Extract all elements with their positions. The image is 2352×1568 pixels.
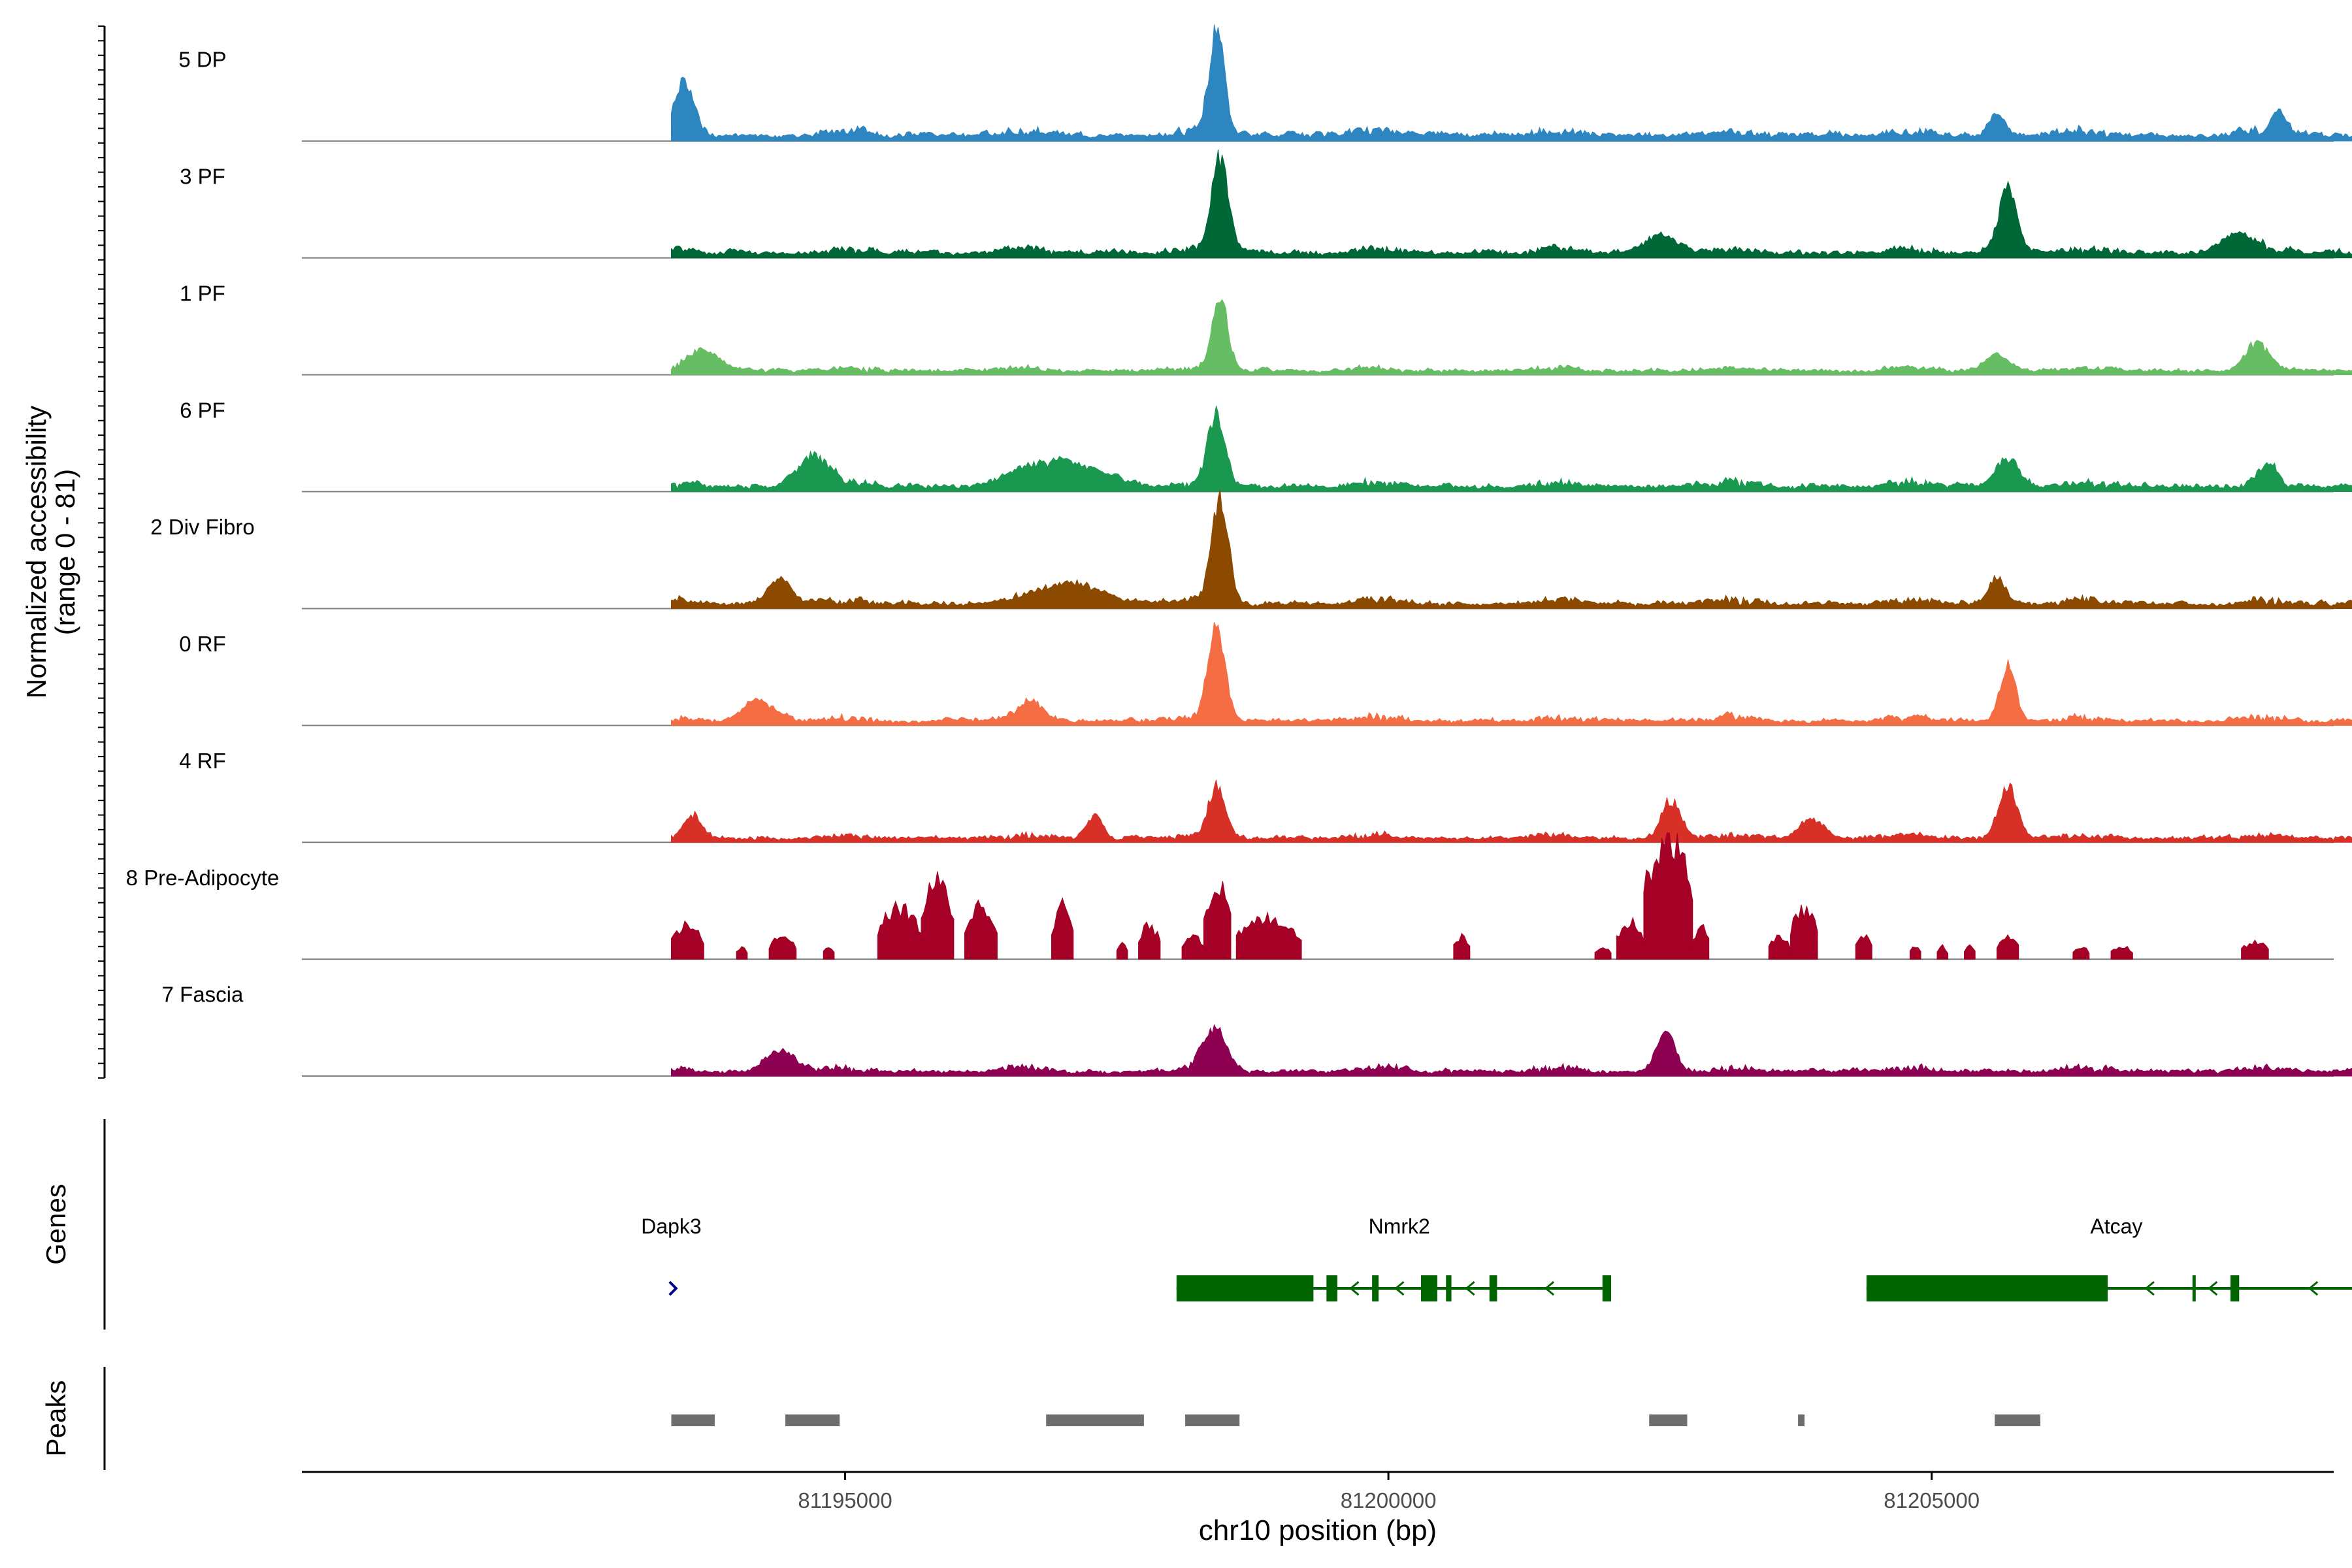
y-axis-title: Normalized accessibility(range 0 - 81): [21, 406, 80, 698]
gene-annotation-track: Genes Dapk3 Nmrk2 Atcay: [41, 1119, 2352, 1330]
track-label-5: 0 RF: [179, 632, 226, 656]
gene-exon: [2192, 1275, 2196, 1301]
x-axis-tick-label-0: 81195000: [798, 1488, 892, 1512]
track-label-0: 5 DP: [178, 48, 226, 72]
peak-region-0: [671, 1414, 715, 1426]
coverage-area-7: [670, 832, 2269, 960]
coverage-area-2: [670, 299, 2352, 376]
gene-strand-arrow: [2308, 1281, 2319, 1296]
gene-exon: [2230, 1275, 2240, 1301]
gene-strand-arrow: [1544, 1281, 1555, 1296]
gene-label-dapk3: Dapk3: [641, 1215, 702, 1238]
peak-region-3: [1185, 1414, 1240, 1426]
track-label-3: 6 PF: [180, 398, 225, 422]
coverage-area-4: [670, 489, 2352, 609]
gene-strand-arrow: [1394, 1281, 1405, 1296]
gene-strand-arrow: [2208, 1281, 2218, 1296]
track-label-2: 1 PF: [180, 281, 225, 305]
x-axis: 81195000 81200000 81205000 chr10 position (…: [302, 1471, 2334, 1546]
track-label-8: 7 Fascia: [162, 983, 244, 1007]
peak-region-4: [1649, 1414, 1688, 1426]
gene-exon: [1602, 1275, 1612, 1301]
gene-exon: [1372, 1275, 1379, 1301]
coverage-y-axis: [98, 25, 106, 1079]
track-labels: 5 DP 3 PF 1 PF 6 PF 2 Div Fibro 0 RF 4 RF 8 Pre…: [126, 48, 280, 1007]
coverage-area-6: [670, 779, 2352, 843]
track-label-1: 3 PF: [180, 165, 225, 189]
peak-region-1: [785, 1414, 840, 1426]
gene-strand-arrow: [1349, 1281, 1360, 1296]
coverage-tracks: [302, 24, 2352, 1077]
coverage-area-1: [670, 150, 2352, 259]
x-axis-title: chr10 position (bp): [1199, 1514, 1437, 1546]
gene-exon: [1326, 1275, 1337, 1301]
y-axis-title-line-0: Normalized accessibility: [21, 406, 52, 698]
peaks-track: Peaks: [41, 1367, 2040, 1470]
gene-label-nmrk2: Nmrk2: [1369, 1215, 1430, 1238]
track-label-4: 2 Div Fibro: [150, 515, 255, 539]
gene-exon: [1176, 1275, 1314, 1301]
gene-exon: [1420, 1275, 1437, 1301]
track-label-7: 8 Pre-Adipocyte: [126, 866, 280, 890]
coverage-area-8: [670, 1024, 2352, 1077]
peak-region-5: [1798, 1414, 1805, 1426]
gene-strand-arrow: [668, 1281, 678, 1296]
x-axis-tick-label-2: 81205000: [1884, 1488, 1980, 1512]
peaks-track-title: Peaks: [41, 1380, 71, 1457]
gene-exon: [1446, 1275, 1452, 1301]
gene-strand-arrow: [2144, 1281, 2155, 1296]
gene-exon: [1489, 1275, 1497, 1301]
coverage-area-3: [670, 406, 2352, 493]
genes-track-title: Genes: [41, 1184, 71, 1265]
gene-label-atcay: Atcay: [2090, 1215, 2142, 1238]
y-axis-title-line-1: (range 0 - 81): [50, 469, 80, 635]
peak-region-6: [1995, 1414, 2040, 1426]
peak-region-2: [1046, 1414, 1144, 1426]
coverage-area-0: [670, 24, 2352, 142]
track-label-6: 4 RF: [179, 749, 226, 773]
gene-strand-arrow: [1465, 1281, 1475, 1296]
x-axis-tick-label-1: 81200000: [1341, 1488, 1437, 1512]
coverage-area-5: [670, 622, 2352, 726]
gene-exon: [1866, 1275, 2108, 1301]
